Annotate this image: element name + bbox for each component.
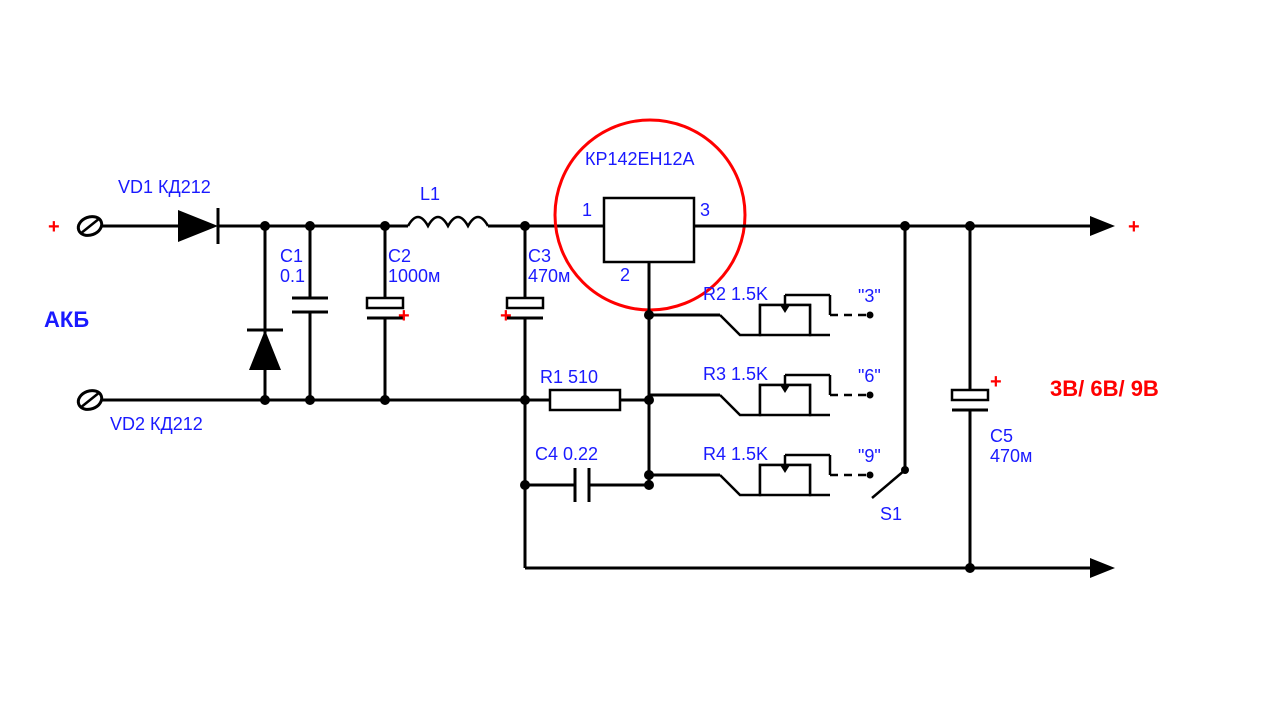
ic-pin2: 2 [620,265,630,285]
resistor-r1: R1 510 [525,367,649,410]
output-plus-top: + [1128,216,1140,238]
pot-r4: R4 1.5K "9" [700,444,881,495]
s1-label: S1 [880,504,902,524]
c5-val: 470м [990,446,1032,466]
c1-ref: C1 [280,246,303,266]
vd2-label: VD2 КД212 [110,414,203,434]
capacitor-c5: + C5 470м [952,226,1032,573]
capacitor-c1: C1 0.1 [280,221,328,405]
pot-r2: R2 1.5K "3" [700,284,881,335]
l1-label: L1 [420,184,440,204]
c4-label: C4 0.22 [535,444,598,464]
capacitor-c4: C4 0.22 [520,444,649,502]
c5-ref: C5 [990,426,1013,446]
ic-pin1: 1 [582,200,592,220]
c2-val: 1000м [388,266,440,286]
vd1-label: VD1 КД212 [118,177,211,197]
sw-pos9: "9" [858,446,881,466]
sw-pos6: "6" [858,366,881,386]
c3-ref: C3 [528,246,551,266]
circuit-schematic: + АКБ VD1 КД212 L1 КР142ЕН12А 1 3 2 + [0,0,1280,720]
c2-ref: C2 [388,246,411,266]
r1-label: R1 510 [540,367,598,387]
c2-plus: + [398,305,410,327]
diode-vd2: VD2 КД212 [110,226,283,434]
r2-label: R2 1.5K [703,284,768,304]
c3-val: 470м [528,266,570,286]
battery-label: АКБ [44,307,89,332]
inductor-l1: L1 [408,184,488,226]
c5-plus: + [990,371,1002,393]
pot-r3: R3 1.5K "6" [700,364,881,415]
ic-pin3: 3 [700,200,710,220]
r3-label: R3 1.5K [703,364,768,384]
output-voltage-label: 3В/ 6В/ 9В [1050,376,1159,401]
input-plus-top: + [48,216,60,238]
ic-label: КР142ЕН12А [585,149,695,169]
r4-label: R4 1.5K [703,444,768,464]
sw-pos3: "3" [858,286,881,306]
capacitor-c2: C2 1000м + [367,226,440,400]
diode-vd1: VD1 КД212 [118,177,218,244]
c3-plus: + [500,305,512,327]
c1-val: 0.1 [280,266,305,286]
